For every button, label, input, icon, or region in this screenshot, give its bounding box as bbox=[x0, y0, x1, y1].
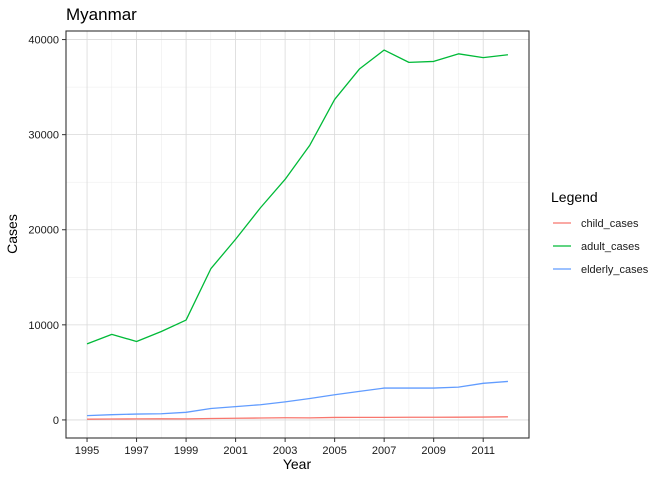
x-tick-label: 2001 bbox=[223, 445, 247, 457]
x-axis-title: Year bbox=[283, 456, 312, 472]
plot-panel-border bbox=[65, 30, 530, 439]
y-tick-label: 40000 bbox=[28, 35, 59, 47]
y-tick-label: 10000 bbox=[28, 320, 59, 332]
y-tick-label: 0 bbox=[53, 415, 59, 427]
legend: Legend child_cases adult_cases elderly_cas… bbox=[551, 189, 649, 276]
y-tick-label: 30000 bbox=[28, 130, 59, 142]
grid bbox=[66, 31, 529, 438]
y-axis-title: Cases bbox=[4, 214, 20, 254]
series-line-elderly-cases bbox=[87, 380, 508, 417]
x-tick-label: 2007 bbox=[372, 445, 396, 457]
legend-title: Legend bbox=[551, 189, 598, 205]
legend-label-child-cases: child_cases bbox=[581, 218, 639, 230]
x-tick-label: 1997 bbox=[124, 445, 148, 457]
x-tick-label: 2005 bbox=[322, 445, 346, 457]
series-line-adult-cases bbox=[86, 49, 509, 345]
legend-label-elderly-cases: elderly_cases bbox=[581, 264, 649, 276]
x-tick-label: 2009 bbox=[421, 445, 445, 457]
legend-label-adult-cases: adult_cases bbox=[581, 241, 640, 253]
axes: 1995 1997 1999 2001 2003 2005 2007 2009 2011 0 100… bbox=[28, 35, 495, 457]
y-tick-label: 20000 bbox=[28, 225, 59, 237]
x-tick-label: 1999 bbox=[174, 445, 198, 457]
chart-title: Myanmar bbox=[66, 5, 137, 24]
x-tick-label: 2003 bbox=[273, 445, 297, 457]
x-tick-label: 2011 bbox=[471, 445, 495, 457]
series-lines bbox=[86, 49, 509, 420]
series-line-child-cases bbox=[87, 416, 508, 420]
x-tick-label: 1995 bbox=[75, 445, 99, 457]
